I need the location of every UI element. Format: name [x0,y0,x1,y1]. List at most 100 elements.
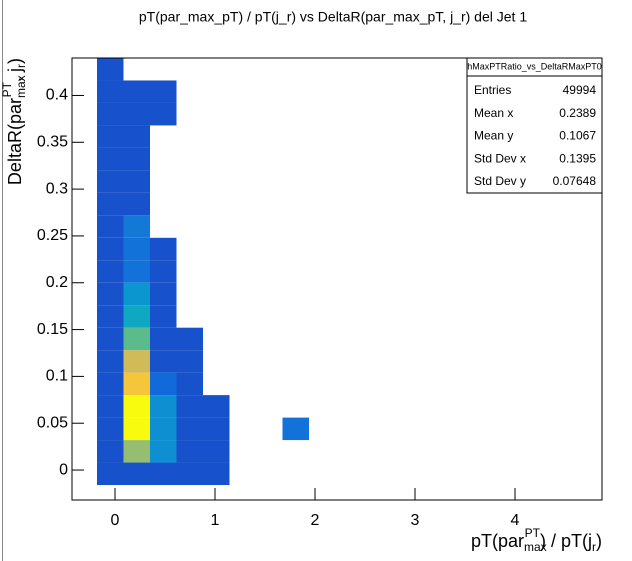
chart-title: pT(par_max_pT) / pT(j_r) vs DeltaR(par_m… [139,9,527,25]
stats-label: Mean x [474,106,513,120]
cell [123,417,150,441]
cell [123,192,150,216]
cell [97,417,124,441]
cell [203,462,230,486]
y-label-sub: max [14,75,28,98]
x-label-part: ) [596,531,602,551]
x-tick-label: 2 [311,512,320,529]
stats-label: Entries [474,83,511,97]
y-axis-title: DeltaR(parmaxPT, jr) [0,58,28,185]
x-label-sub: max [524,540,547,554]
x-tick-label: 1 [211,512,220,529]
cell [176,395,203,418]
cell [150,350,177,373]
stats-value: 0.1067 [559,129,596,143]
cell [176,327,203,351]
y-tick-label: 0.35 [37,133,68,150]
y-tick-label: 0.1 [46,368,68,385]
cell [97,462,124,486]
cell [176,440,203,463]
stats-frame [466,57,603,194]
x-tick-label: 3 [411,512,420,529]
cell [123,170,150,193]
cell [97,215,124,238]
cell [97,102,124,126]
x-tick-label: 4 [511,512,520,529]
stats-title: hMaxPTRatio_vs_DeltaRMaxPT0 [467,61,602,71]
cell [150,102,177,126]
stats-value: 0.07648 [553,174,597,188]
y-tick-label: 0.25 [37,227,68,244]
cell [123,440,150,463]
cell [97,372,124,396]
cell [150,282,177,306]
cell [97,350,124,373]
y-tick-label: 0.2 [46,274,68,291]
cell [123,237,150,261]
stats-value: 0.2389 [559,106,596,120]
cell [123,372,150,396]
cell [150,260,177,283]
cell [150,440,177,463]
y-label-sup: PT [0,81,14,97]
stats-label: Mean y [474,129,513,143]
cell [97,327,124,351]
cell [203,440,230,463]
y-label-sub: r [14,64,28,68]
y-tick-label: 0.4 [46,87,68,104]
cell [203,395,230,418]
cell [176,417,203,441]
cell [123,125,150,148]
cell [97,80,124,103]
cell [123,350,150,373]
cell [123,327,150,351]
cell [123,395,150,418]
x-label-part: ) / pT(j [540,531,592,551]
cell [176,350,203,373]
stats-value: 49994 [563,83,597,97]
cell [123,260,150,283]
y-tick-label: 0.15 [37,321,68,338]
cell [97,125,124,148]
cell [123,282,150,306]
cell [97,192,124,216]
x-label-sub: r [592,540,596,554]
cell [150,237,177,261]
cell [150,80,177,103]
cell [123,102,150,126]
cell [203,417,230,441]
cell [176,462,203,486]
cell [123,147,150,171]
cell [97,58,124,81]
cell [97,282,124,306]
stats-value: 0.1395 [559,151,596,165]
cell [123,462,150,486]
x-label-sup: PT [525,526,541,540]
y-tick-label: 0 [59,461,68,478]
cell [97,237,124,261]
cells [97,58,309,486]
frame [71,57,603,501]
y-tick-label: 0.3 [46,180,68,197]
y-label-part: DeltaR(par [5,98,25,185]
cell [123,80,150,103]
cell [97,305,124,328]
cell [123,215,150,238]
cell [282,417,309,441]
cell [97,147,124,171]
cell [150,417,177,441]
cell [97,440,124,463]
cell [176,372,203,396]
cell [97,170,124,193]
x-label-part: pT(par [471,531,524,551]
y-label-part: , j [5,68,25,82]
stats-label: Std Dev x [474,151,526,165]
cell [150,372,177,396]
cell [123,305,150,328]
y-label-part: ) [5,58,25,64]
ticks: 0 1 2 3 4 0 0.05 0.1 0.15 0.2 0.25 0.3 0.35 0.4 [37,87,520,530]
cell [97,260,124,283]
x-tick-label: 0 [111,512,120,529]
